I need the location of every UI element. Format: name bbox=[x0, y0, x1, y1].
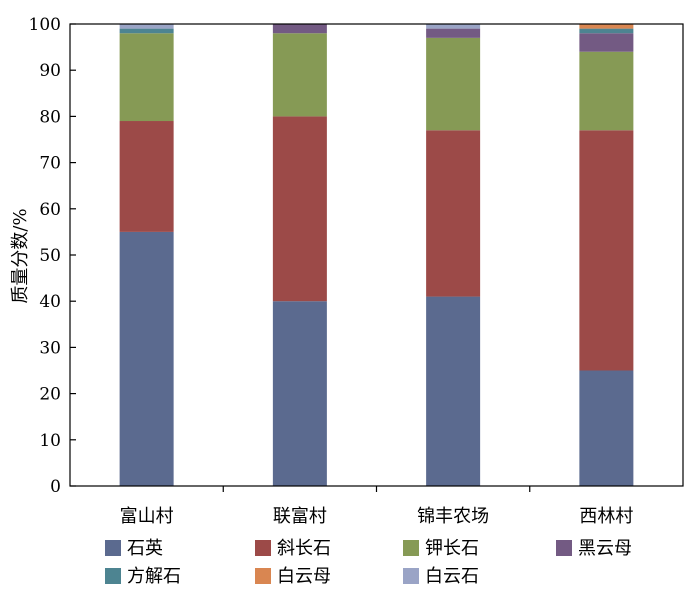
y-tick-label-1: 10 bbox=[39, 431, 61, 451]
legend-label-1: 斜长石 bbox=[277, 538, 331, 559]
bar-segment-2-6 bbox=[426, 24, 481, 29]
bar-segment-2-2 bbox=[426, 37, 481, 131]
legend-swatch-0 bbox=[105, 540, 121, 556]
y-tick-label-2: 20 bbox=[39, 385, 61, 405]
bar-segment-1-3 bbox=[272, 24, 327, 34]
legend-label-0: 石英 bbox=[127, 538, 163, 559]
y-tick-label-6: 60 bbox=[39, 200, 61, 220]
legend-label-3: 黑云母 bbox=[578, 538, 632, 559]
legend-swatch-1 bbox=[255, 540, 271, 556]
bar-segment-3-1 bbox=[579, 130, 634, 371]
bar-segment-3-5 bbox=[579, 24, 634, 29]
bar-segment-0-1 bbox=[119, 121, 174, 232]
legend-swatch-4 bbox=[105, 568, 121, 584]
bar-segment-1-1 bbox=[272, 116, 327, 302]
bar-segment-2-0 bbox=[426, 296, 481, 486]
legend-swatch-6 bbox=[403, 568, 419, 584]
bars-layer bbox=[119, 24, 634, 486]
legend-label-2: 钾长石 bbox=[425, 538, 479, 559]
axes-layer: 0 10 20 30 40 50 60 70 80 90 100 富山村 联富村 锦丰农场 西林村 bbox=[29, 15, 684, 527]
y-tick-label-0: 0 bbox=[50, 477, 61, 497]
bar-segment-0-6 bbox=[119, 24, 174, 29]
x-category-label-1: 联富村 bbox=[273, 506, 327, 527]
bar-segment-3-2 bbox=[579, 51, 634, 131]
bar-segment-3-4 bbox=[579, 28, 634, 34]
bar-segment-2-3 bbox=[426, 28, 481, 38]
y-axis-title: 质量分数/% bbox=[10, 208, 31, 303]
legend-label-4: 方解石 bbox=[127, 566, 181, 587]
y-tick-label-3: 30 bbox=[39, 338, 61, 358]
legend-label-5: 白云母 bbox=[277, 566, 331, 587]
bar-segment-0-0 bbox=[119, 231, 174, 486]
x-category-label-2: 锦丰农场 bbox=[417, 506, 489, 527]
legend-swatch-5 bbox=[255, 568, 271, 584]
y-tick-label-9: 90 bbox=[39, 61, 61, 81]
y-tick-label-5: 50 bbox=[39, 246, 61, 266]
y-tick-label-7: 70 bbox=[39, 154, 61, 174]
bar-segment-0-4 bbox=[119, 28, 174, 34]
y-tick-label-10: 100 bbox=[29, 15, 61, 35]
legend-label-6: 白云石 bbox=[425, 566, 479, 587]
legend-swatch-2 bbox=[403, 540, 419, 556]
bar-segment-0-2 bbox=[119, 33, 174, 122]
bar-segment-2-1 bbox=[426, 130, 481, 297]
x-category-label-0: 富山村 bbox=[120, 506, 174, 527]
legend-swatch-3 bbox=[556, 540, 572, 556]
y-tick-label-8: 80 bbox=[39, 107, 61, 127]
bar-segment-1-2 bbox=[272, 33, 327, 117]
bar-segment-3-3 bbox=[579, 33, 634, 52]
x-category-label-3: 西林村 bbox=[579, 506, 633, 527]
bar-segment-1-0 bbox=[272, 301, 327, 486]
bar-segment-3-0 bbox=[579, 370, 634, 486]
y-tick-label-4: 40 bbox=[39, 292, 61, 312]
